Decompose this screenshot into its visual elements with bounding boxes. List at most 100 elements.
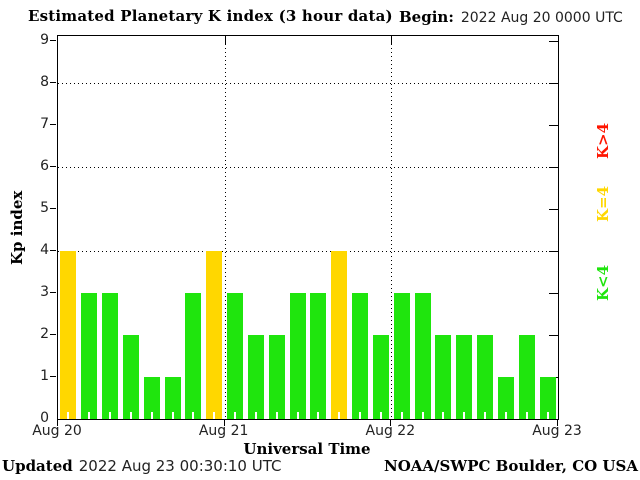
- kp-bar: [60, 251, 77, 419]
- kp-bar: [497, 377, 514, 419]
- y-tick-label: 8: [40, 74, 49, 90]
- bar-base-tick: [546, 412, 549, 419]
- begin-value: 2022 Aug 20 0000 UTC: [460, 10, 623, 26]
- kp-bar: [206, 251, 223, 419]
- bar-base-tick: [275, 412, 278, 419]
- kp-bar: [81, 293, 98, 419]
- y-tick-left: [50, 334, 56, 335]
- chart-title: Estimated Planetary K index (3 hour data…: [28, 7, 393, 25]
- gridline-k6: [58, 167, 558, 168]
- y-tick-left: [50, 166, 56, 167]
- y-tick-right: [549, 335, 558, 336]
- y-tick-label: 7: [40, 116, 49, 132]
- y-tick-right: [549, 251, 558, 252]
- x-axis-title: Universal Time: [243, 440, 371, 458]
- bar-base-tick: [234, 412, 237, 419]
- day-boundary-top-tick: [391, 36, 393, 44]
- day-boundary-bottom-tick: [557, 419, 558, 426]
- kp-bar: [310, 293, 327, 419]
- y-tick-label: 0: [40, 410, 49, 426]
- y-tick-label: 1: [40, 368, 49, 384]
- kp-bar: [289, 293, 306, 419]
- x-tick-label: Aug 23: [532, 423, 582, 439]
- bar-base-tick: [150, 412, 153, 419]
- y-tick-left: [50, 292, 56, 293]
- updated-timestamp: Updated 2022 Aug 23 00:30:10 UTC: [2, 457, 281, 475]
- y-tick-left: [50, 82, 56, 83]
- bar-base-tick: [338, 412, 341, 419]
- day-boundary-top-tick: [224, 36, 226, 44]
- credit-text: NOAA/SWPC Boulder, CO USA: [383, 457, 638, 475]
- kp-bar: [164, 377, 181, 419]
- bar-base-tick: [463, 412, 466, 419]
- bar-base-tick: [296, 412, 299, 419]
- kp-bar: [393, 293, 410, 419]
- bar-base-tick: [213, 412, 216, 419]
- kp-bar: [414, 293, 431, 419]
- bar-base-tick: [442, 412, 445, 419]
- bar-base-tick: [359, 412, 362, 419]
- y-tick-right: [549, 41, 558, 42]
- day-boundary-line: [391, 36, 393, 419]
- x-tick-label: Aug 22: [365, 423, 416, 439]
- gridline-k8: [58, 83, 558, 84]
- bar-base-tick: [504, 412, 507, 419]
- updated-label: Updated: [2, 457, 73, 475]
- bar-base-tick: [67, 412, 70, 419]
- kp-bar: [456, 335, 473, 419]
- x-tick-label: Aug 21: [198, 423, 249, 439]
- bar-base-tick: [400, 412, 403, 419]
- bar-base-tick: [88, 412, 91, 419]
- kp-bar: [227, 293, 244, 419]
- bar-base-tick: [254, 412, 257, 419]
- bar-base-tick: [525, 412, 528, 419]
- kp-bar: [435, 335, 452, 419]
- y-tick-left: [50, 124, 56, 125]
- y-tick-label: 4: [40, 242, 49, 258]
- bar-base-tick: [484, 412, 487, 419]
- day-boundary-bottom-tick: [223, 419, 225, 426]
- kp-bar: [268, 335, 285, 419]
- y-axis-title: Kp index: [8, 190, 26, 265]
- bar-base-tick: [379, 412, 382, 419]
- kp-bar: [477, 335, 494, 419]
- kp-bar: [143, 377, 160, 419]
- y-tick-left: [50, 40, 56, 41]
- kp-bar: [539, 377, 556, 419]
- y-tick-label: 2: [40, 326, 49, 342]
- plot-area: [57, 35, 559, 420]
- bar-base-tick: [109, 412, 112, 419]
- legend-k-lt-4: K<4: [594, 264, 613, 302]
- day-boundary-bottom-tick: [390, 419, 392, 426]
- kp-bar: [102, 293, 119, 419]
- y-tick-label: 9: [40, 32, 49, 48]
- bar-base-tick: [421, 412, 424, 419]
- y-tick-left: [50, 208, 56, 209]
- y-tick-right: [549, 293, 558, 294]
- legend-k-eq-4: K=4: [594, 185, 613, 223]
- kp-bar: [331, 251, 348, 419]
- begin-time: Begin: 2022 Aug 20 0000 UTC: [399, 8, 623, 26]
- day-boundary-bottom-tick: [57, 419, 58, 426]
- kp-bar: [518, 335, 535, 419]
- y-tick-label: 3: [40, 284, 49, 300]
- x-tick-label: Aug 20: [32, 423, 82, 439]
- bar-base-tick: [129, 412, 132, 419]
- y-tick-right: [549, 209, 558, 210]
- y-tick-right: [549, 83, 558, 84]
- y-tick-right: [549, 167, 558, 168]
- y-tick-left: [50, 250, 56, 251]
- gridline-k4: [58, 251, 558, 252]
- day-boundary-line: [224, 36, 226, 419]
- y-tick-label: 5: [40, 200, 49, 216]
- y-tick-label: 6: [40, 158, 49, 174]
- y-tick-right: [549, 125, 558, 126]
- kp-bar: [185, 293, 202, 419]
- bar-base-tick: [317, 412, 320, 419]
- updated-value: 2022 Aug 23 00:30:10 UTC: [78, 457, 282, 475]
- kp-bar: [122, 335, 139, 419]
- legend-k-gt-4: K>4: [594, 122, 613, 160]
- bar-base-tick: [192, 412, 195, 419]
- y-tick-left: [50, 376, 56, 377]
